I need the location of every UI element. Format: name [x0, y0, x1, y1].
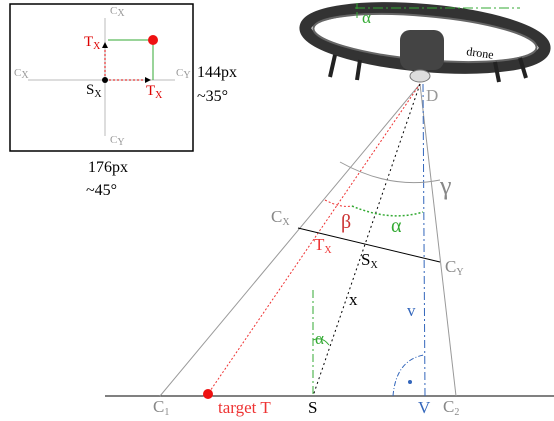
- label: α: [391, 215, 402, 237]
- label: CX: [14, 67, 29, 81]
- label: V: [418, 398, 431, 417]
- diagram: CX CX CY CY TX SX TX 144px ~35° 176px ~4…: [0, 0, 554, 421]
- drone-image: [303, 0, 547, 82]
- dimension: 144px: [197, 64, 237, 81]
- label-sub: X: [370, 260, 378, 271]
- dimension: ~45°: [86, 182, 117, 199]
- label-sub: X: [94, 89, 102, 100]
- label-sub: Y: [456, 267, 463, 278]
- label-text: C: [176, 67, 183, 79]
- angle-arc: [340, 162, 440, 183]
- label-sub: X: [21, 70, 29, 81]
- inset: [10, 4, 193, 151]
- view-line: [420, 84, 456, 396]
- label: SX: [361, 250, 378, 271]
- label-text: C: [271, 207, 282, 226]
- right-angle-dot: [408, 380, 412, 384]
- label-sub: X: [155, 90, 163, 101]
- label-sub: X: [282, 217, 290, 228]
- label: D: [426, 86, 438, 105]
- label: CX: [110, 5, 125, 19]
- center-line: [313, 84, 420, 396]
- label-text: C: [14, 67, 21, 79]
- label: C2: [443, 397, 459, 418]
- label: S: [308, 398, 317, 417]
- label: α: [315, 329, 324, 348]
- label-text: S: [86, 82, 94, 98]
- label-sub: Y: [183, 70, 190, 81]
- label-text: T: [146, 83, 155, 99]
- view-line: [160, 84, 420, 396]
- target-dot: [148, 35, 158, 45]
- right-angle-arc: [393, 355, 424, 396]
- label: CY: [445, 257, 464, 278]
- label-sub: X: [324, 245, 332, 256]
- label: C1: [153, 397, 169, 418]
- label: CX: [271, 207, 290, 228]
- center-dot: [102, 77, 108, 83]
- label: v: [407, 301, 416, 320]
- label-text: S: [361, 250, 370, 269]
- label: γ: [439, 171, 452, 200]
- label-text: C: [110, 5, 117, 17]
- label: α: [362, 8, 371, 27]
- label-text: C: [110, 134, 117, 146]
- label: TX: [314, 235, 332, 256]
- label-sub: X: [117, 8, 125, 19]
- label-text: C: [445, 257, 456, 276]
- label: CY: [110, 134, 125, 148]
- label: β: [341, 211, 351, 233]
- vertical-line: [423, 84, 425, 396]
- label-sub: 2: [454, 407, 459, 418]
- label: CY: [176, 67, 191, 81]
- dimension: 176px: [88, 159, 128, 176]
- label: target T: [218, 398, 271, 417]
- label-sub: 1: [164, 407, 169, 418]
- dimension: ~35°: [197, 88, 228, 105]
- label: x: [349, 290, 358, 309]
- label-text: C: [443, 397, 454, 416]
- inset-frame: [10, 4, 193, 151]
- label: drone: [466, 44, 495, 62]
- label-text: C: [153, 397, 164, 416]
- target-dot: [203, 389, 213, 399]
- angle-arc: [352, 206, 423, 216]
- label-sub: Y: [117, 137, 124, 148]
- label-text: T: [84, 34, 93, 50]
- label-text: T: [314, 235, 325, 254]
- label-sub: X: [93, 41, 101, 52]
